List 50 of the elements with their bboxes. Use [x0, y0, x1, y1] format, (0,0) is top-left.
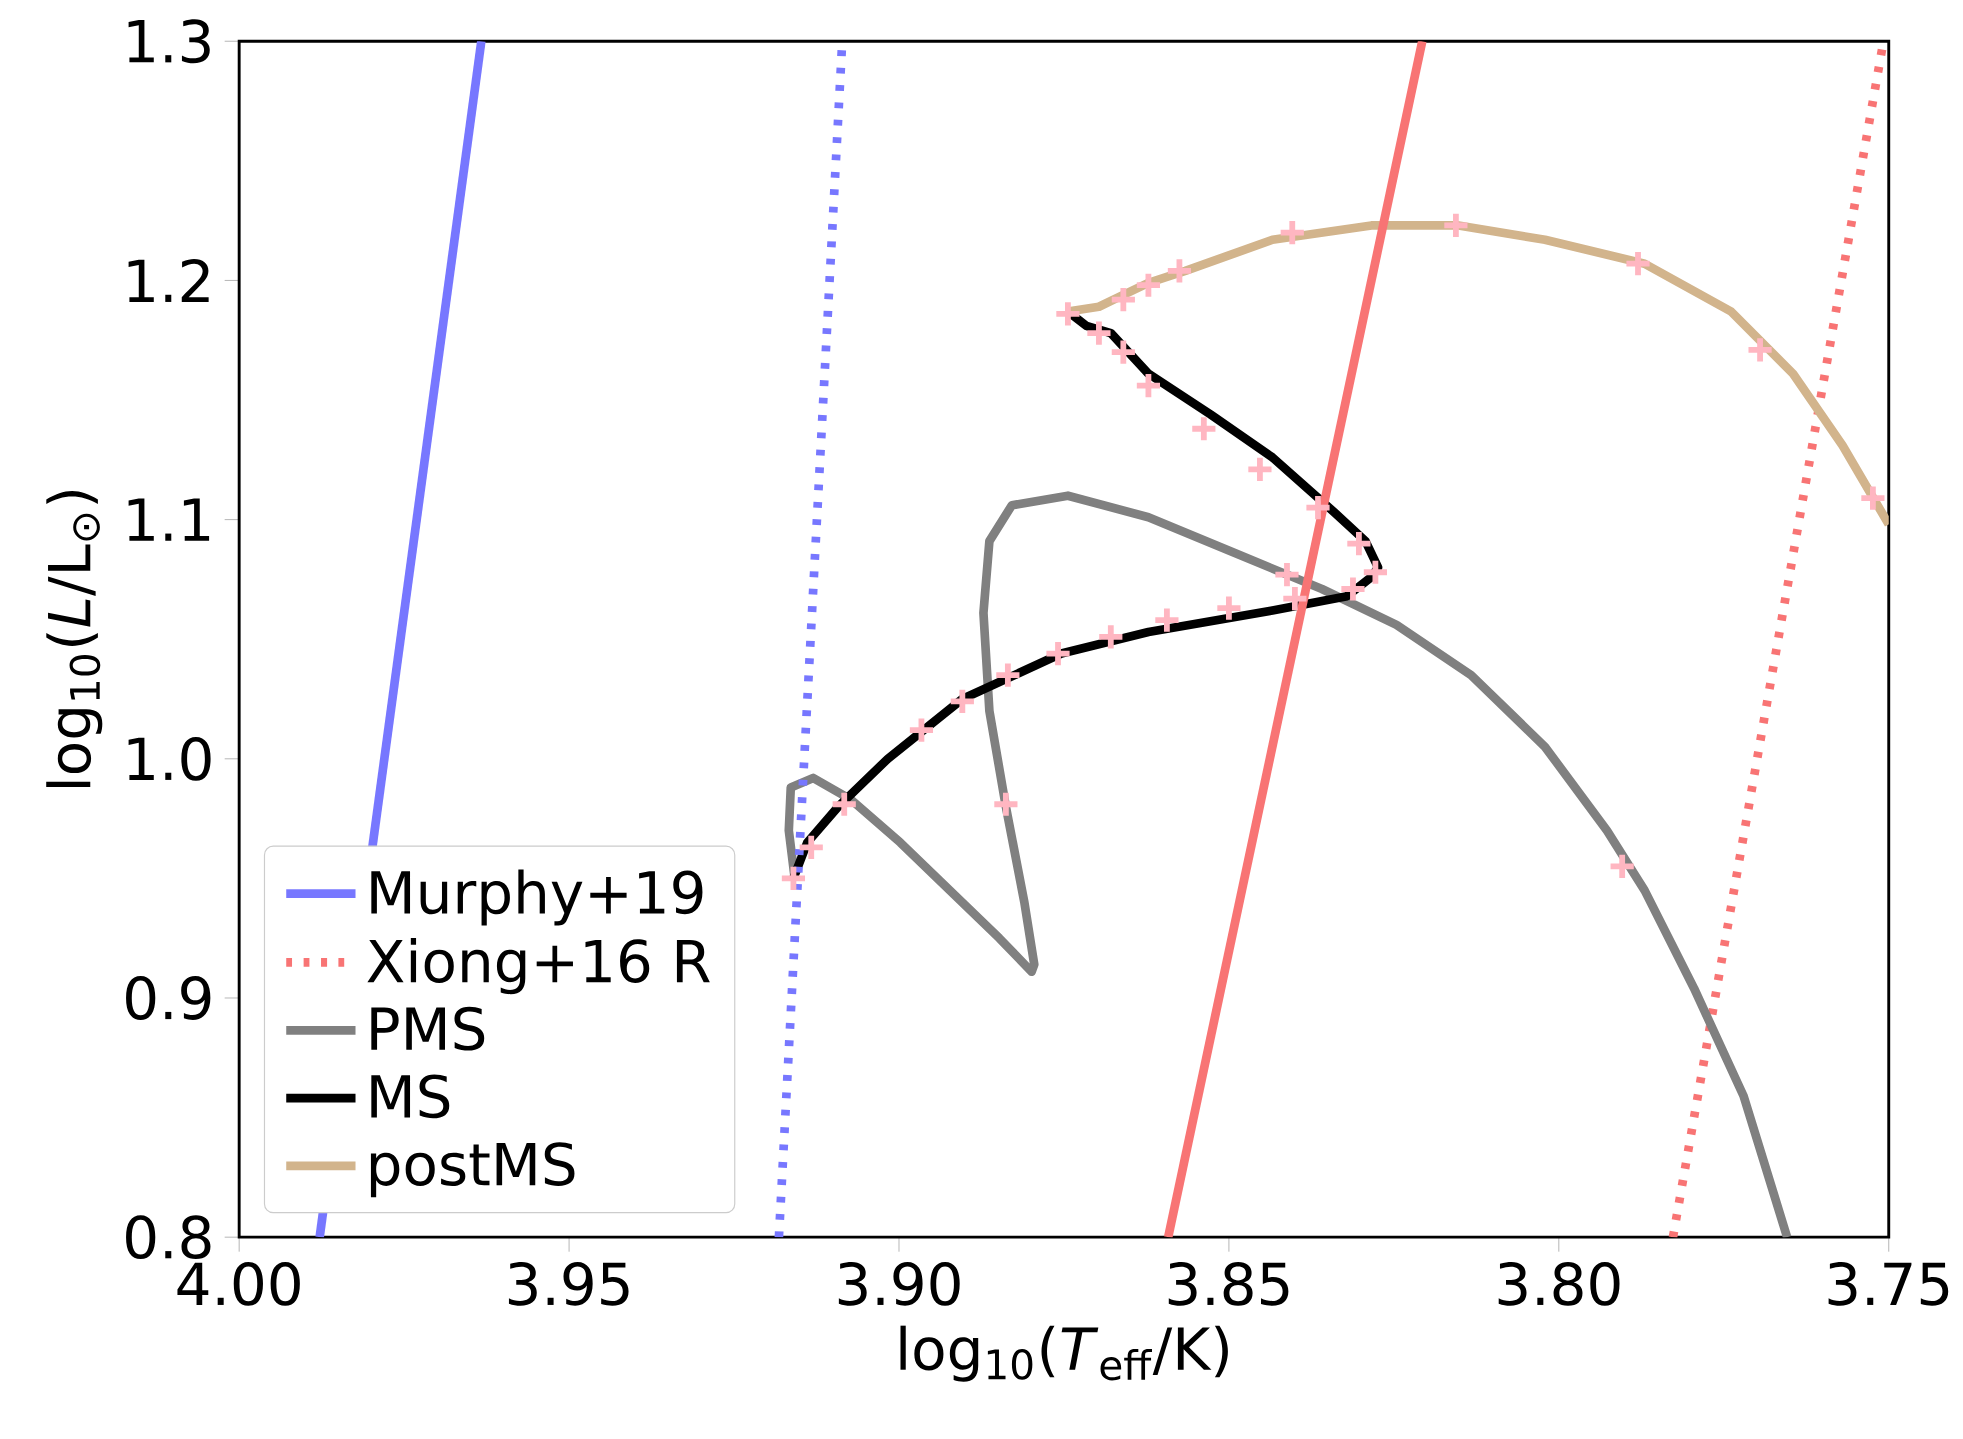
point: [1087, 321, 1111, 345]
point: [1099, 625, 1123, 649]
point: [1136, 273, 1161, 297]
point: [1748, 338, 1772, 362]
point: [1275, 562, 1299, 587]
legend-label: Xiong+16 R: [367, 937, 710, 995]
x-tick-label: 3.95: [508, 1261, 629, 1306]
legend-label: Murphy+19: [371, 869, 703, 926]
x-tick-label: 3.75: [1828, 1261, 1949, 1306]
y-tick-label: 0.9: [126, 975, 211, 1020]
point: [1341, 577, 1365, 601]
point: [1306, 495, 1330, 520]
point: [1280, 220, 1304, 245]
point: [1626, 251, 1650, 276]
point: [1248, 457, 1272, 481]
point: [1167, 259, 1192, 283]
legend-label: PMS: [371, 1006, 485, 1051]
y-tick-label: 1.3: [128, 19, 210, 64]
point: [1046, 641, 1070, 666]
y-tick-label: 1.1: [128, 498, 210, 541]
point: [1610, 854, 1634, 878]
legend-label: postMS: [370, 1142, 575, 1198]
point: [799, 835, 823, 859]
y-tick-label: 1.0: [128, 736, 211, 781]
point: [1861, 486, 1885, 510]
y-tick-label: 0.8: [126, 1215, 211, 1259]
point: [832, 792, 856, 816]
point: [1111, 340, 1135, 364]
point: [996, 663, 1020, 687]
x-tick-label: 4.00: [177, 1261, 300, 1306]
point: [1283, 586, 1307, 611]
point: [1056, 302, 1080, 326]
x-axis-title: log$_{10}$(T$_{eff}$/K): [900, 1325, 1228, 1382]
point: [1363, 560, 1387, 584]
y-axis-title: log$_{10}$(L/L$_{⊙}$): [46, 490, 103, 787]
point: [1111, 287, 1135, 312]
point: [1444, 213, 1468, 237]
x-tick-label: 3.85: [1168, 1261, 1289, 1306]
point: [950, 689, 974, 713]
x-tick-label: 3.80: [1498, 1261, 1620, 1306]
y-tick-label: 1.2: [128, 258, 209, 302]
point: [909, 718, 934, 742]
point: [994, 792, 1018, 816]
point: [1347, 531, 1371, 556]
point: [1217, 596, 1241, 620]
point: [1136, 373, 1161, 398]
point: [1192, 417, 1216, 441]
x-tick-label: 3.90: [838, 1261, 960, 1306]
point: [1155, 608, 1179, 632]
legend-label: MS: [371, 1074, 450, 1119]
